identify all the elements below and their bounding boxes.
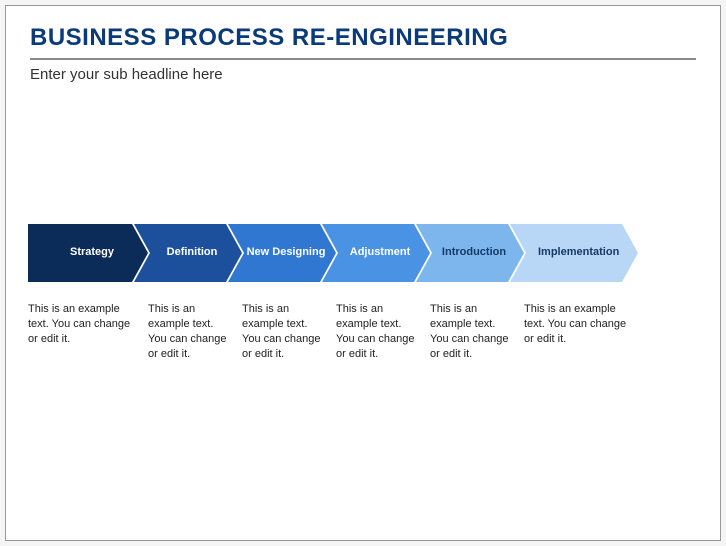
process-step-label: Strategy (70, 246, 114, 259)
process-step-5: Implementation (510, 224, 638, 282)
process-step-label: New Designing (247, 246, 326, 259)
title-rule (30, 58, 696, 60)
process-step-1: Definition (134, 224, 242, 282)
process-step-label: Definition (167, 246, 218, 259)
process-step-0: Strategy (28, 224, 148, 282)
process-step-label: Implementation (538, 246, 618, 259)
process-step-label: Introduction (442, 246, 506, 259)
process-step-3: Adjustment (322, 224, 430, 282)
process-step-caption: This is an example text. You can change … (28, 302, 148, 361)
process-step-caption: This is an example text. You can change … (524, 302, 638, 361)
slide-subtitle: Enter your sub headline here (30, 66, 696, 83)
process-step-caption: This is an example text. You can change … (148, 302, 242, 361)
process-chevron-row: Strategy Definition New Designing Adjustmen… (28, 224, 638, 282)
process-step-label: Adjustment (350, 246, 411, 259)
process-step-caption: This is an example text. You can change … (336, 302, 430, 361)
process-step-4: Introduction (416, 224, 524, 282)
process-caption-row: This is an example text. You can change … (28, 302, 638, 361)
slide-title: BUSINESS PROCESS RE-ENGINEERING (30, 24, 696, 52)
process-step-caption: This is an example text. You can change … (242, 302, 336, 361)
process-step-caption: This is an example text. You can change … (430, 302, 524, 361)
slide-canvas: BUSINESS PROCESS RE-ENGINEERING Enter yo… (5, 5, 721, 541)
process-step-2: New Designing (228, 224, 336, 282)
